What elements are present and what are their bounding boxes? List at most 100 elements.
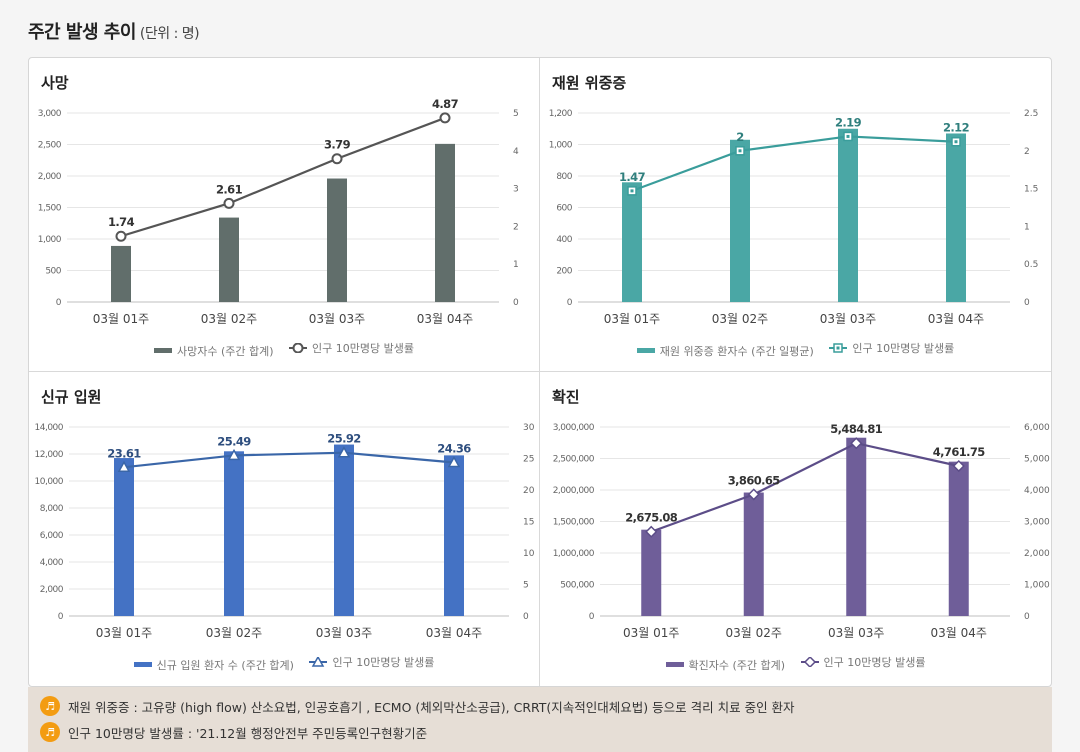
panel-title: 확진	[552, 388, 580, 406]
y2-tick-label: 0	[1024, 298, 1030, 308]
legend-item-line[interactable]: 인구 10만명당 발생률	[829, 340, 954, 356]
y-tick-label: 8,000	[40, 504, 64, 514]
y-tick-label: 400	[556, 235, 572, 245]
x-tick-label: 03월 03주	[820, 312, 876, 326]
bar	[838, 128, 858, 302]
legend-line-swatch	[309, 657, 328, 667]
y-tick-label: 0	[589, 612, 595, 622]
y-tick-label: 0	[567, 298, 573, 308]
y-tick-label: 10,000	[35, 477, 64, 487]
y2-tick-label: 3	[513, 185, 519, 195]
line-point	[952, 459, 965, 473]
bar	[622, 182, 642, 302]
y2-tick-label: 1	[1024, 222, 1030, 232]
data-label: 24.36	[437, 442, 471, 456]
legend-bar-swatch	[665, 662, 684, 667]
y-tick-label: 3,000	[38, 109, 62, 119]
x-tick-label: 03월 02주	[712, 312, 768, 326]
page-unit: (단위 : 명)	[139, 26, 200, 42]
page-title-text: 주간 발생 추이	[28, 22, 136, 43]
legend-line-swatch	[829, 343, 848, 353]
y2-tick-label: 6,000	[1024, 423, 1050, 433]
y2-tick-label: 30	[523, 423, 535, 433]
y2-tick-label: 10	[523, 549, 535, 559]
legend-item-line[interactable]: 인구 10만명당 발생률	[309, 654, 434, 670]
x-tick-label: 03월 01주	[604, 312, 660, 326]
legend-line-swatch	[289, 343, 308, 353]
legend-label: 확진자수 (주간 합계)	[688, 658, 786, 672]
chart-deaths: 0 500 1,000 1,500 2,000 2,500 3,000 0 1 2 3 4 5 03월 0…	[38, 97, 519, 326]
bar	[946, 133, 966, 302]
legend-item-bar[interactable]: 신규 입원 환자 수 (주간 합계)	[133, 657, 294, 673]
line-point	[227, 448, 241, 461]
y2-tick-label: 1	[513, 260, 519, 270]
panel-admissions: 신규 입원 0 2,000 4,000 6,000 8,000 10,000 12,000 1…	[29, 372, 540, 686]
x-tick-label: 03월 04주	[417, 312, 473, 326]
line-point-inner	[846, 134, 850, 138]
series-line	[120, 116, 446, 238]
legend-label: 인구 10만명당 발생률	[312, 342, 414, 355]
bar	[219, 217, 239, 302]
chart-confirmed: 0 500,000 1,000,000 1,500,000 2,000,000 2,500…	[553, 422, 1050, 640]
bar	[435, 143, 455, 302]
y2-tick-label: 2.5	[1024, 109, 1038, 119]
y-tick-label: 1,500	[38, 204, 62, 214]
line-point	[331, 153, 343, 165]
chart-admissions: 0 2,000 4,000 6,000 8,000 10,000 12,000 14,000 0…	[35, 423, 535, 640]
y-tick-label: 14,000	[35, 423, 64, 433]
y-tick-label: 3,000,000	[553, 423, 595, 433]
data-label: 4,761.75	[933, 445, 986, 459]
legend-item-bar[interactable]: 재원 위중증 환자수 (주간 일평균)	[636, 343, 814, 359]
panel-deaths: 사망 0 500 1,000 1,500 2,000 2,500 3,000 0 1 2 3 4 5 03…	[29, 58, 540, 372]
y-tick-label: 1,500,000	[553, 518, 595, 528]
bar	[224, 451, 244, 616]
data-label: 2.19	[835, 115, 862, 129]
legend-item-line[interactable]: 인구 10만명당 발생률	[289, 340, 414, 356]
x-tick-label: 03월 03주	[309, 312, 365, 326]
legend-label: 인구 10만명당 발생률	[852, 342, 955, 355]
data-label: 2.12	[943, 121, 969, 135]
legend: 사망자수 (주간 합계) 인구 10만명당 발생률	[29, 340, 539, 359]
x-tick-label: 03월 04주	[931, 626, 987, 640]
line-point-inner	[630, 189, 634, 193]
y-tick-label: 200	[556, 267, 572, 277]
panel-title: 재원 위중증	[552, 74, 627, 92]
y2-tick-label: 25	[523, 455, 534, 465]
legend-item-line[interactable]: 인구 10만명당 발생률	[800, 654, 926, 670]
y2-tick-label: 5	[523, 581, 529, 591]
data-label: 3.79	[324, 138, 351, 152]
y2-tick-label: 0	[523, 612, 529, 622]
y2-tick-label: 4	[513, 147, 519, 157]
line-point-inner	[738, 149, 742, 153]
legend-label: 인구 10만명당 발생률	[823, 656, 926, 669]
legend-bar-swatch	[133, 662, 152, 667]
y2-tick-label: 15	[523, 518, 534, 528]
chart-grid: 사망 0 500 1,000 1,500 2,000 2,500 3,000 0 1 2 3 4 5 03…	[28, 57, 1052, 687]
series-line	[631, 135, 957, 192]
bar	[334, 444, 354, 616]
data-label: 23.61	[107, 446, 141, 460]
y-tick-label: 6,000	[40, 531, 64, 541]
note-row: ♬ 재원 위중증 : 고유량 (high flow) 산소요법, 인공호흡기 ,…	[40, 695, 1040, 717]
y-tick-label: 0	[56, 298, 62, 308]
y-tick-label: 500	[45, 267, 61, 277]
legend-bar-swatch	[154, 348, 172, 353]
series-line	[123, 451, 455, 469]
bar	[743, 492, 764, 616]
note-text: 재원 위중증 : 고유량 (high flow) 산소요법, 인공호흡기 , E…	[68, 699, 795, 715]
legend-marker-inner	[836, 346, 840, 350]
y-tick-label: 4,000	[40, 558, 64, 568]
data-label: 5,484.81	[830, 422, 883, 436]
y-tick-label: 2,000	[40, 585, 64, 595]
data-label: 25.92	[327, 432, 360, 446]
chart-severe: 0 200 400 600 800 1,000 1,200 0 0.5 1 1.5 2 2.5 03월 0…	[549, 109, 1039, 326]
x-tick-label: 03월 02주	[201, 312, 257, 326]
data-label: 1.74	[108, 215, 135, 229]
line-point	[850, 437, 863, 450]
y2-tick-label: 5,000	[1024, 455, 1050, 465]
legend-item-bar[interactable]: 사망자수 (주간 합계)	[154, 343, 274, 359]
y2-tick-label: 1,000	[1024, 581, 1050, 591]
line-point-inner	[954, 140, 958, 144]
x-tick-label: 03월 01주	[93, 312, 149, 326]
legend-item-bar[interactable]: 확진자수 (주간 합계)	[665, 657, 786, 673]
